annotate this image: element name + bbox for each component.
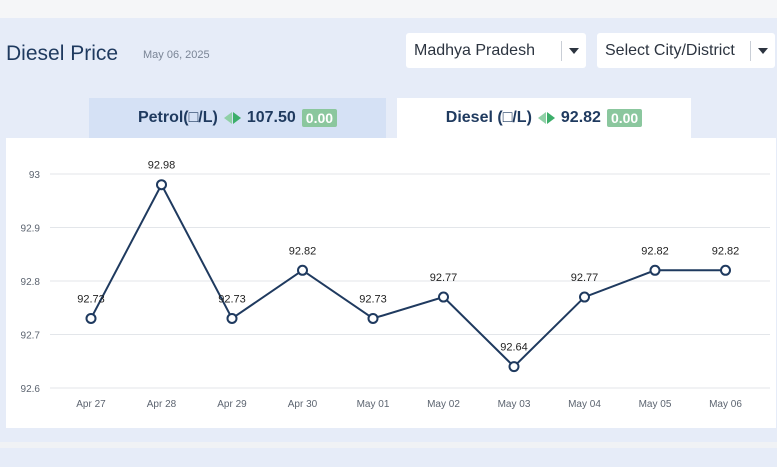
x-tick-label: Apr 29 xyxy=(217,399,247,410)
y-tick-label: 92.6 xyxy=(21,384,41,395)
data-point xyxy=(508,361,520,373)
tab-diesel[interactable]: Diesel (□/L) 92.82 0.00 xyxy=(397,98,691,138)
data-label: 92.82 xyxy=(641,245,669,257)
x-tick-label: Apr 30 xyxy=(288,399,318,410)
top-strip xyxy=(0,0,777,18)
x-tick-label: May 02 xyxy=(427,399,460,410)
data-point xyxy=(438,291,449,303)
x-tick-label: May 05 xyxy=(639,399,672,410)
data-label: 92.73 xyxy=(218,293,246,305)
y-tick-label: 92.7 xyxy=(21,331,41,342)
data-label: 92.64 xyxy=(500,342,528,354)
city-select-value: Select City/District xyxy=(605,41,735,59)
dropdown-separator xyxy=(750,40,751,61)
petrol-change-badge: 0.00 xyxy=(301,109,338,127)
data-label: 92.73 xyxy=(359,293,387,305)
dropdown-separator xyxy=(561,40,562,61)
x-tick-label: May 06 xyxy=(709,399,742,410)
series-line xyxy=(90,182,726,369)
tab-petrol-label: Petrol(□/L) xyxy=(137,109,218,126)
data-point xyxy=(367,312,379,324)
data-label: 92.82 xyxy=(289,245,317,257)
y-tick-label: 92.9 xyxy=(21,224,41,235)
bottom-strip xyxy=(0,448,777,467)
chevron-down-icon[interactable] xyxy=(562,47,586,54)
page-title: Diesel Price xyxy=(6,42,119,65)
data-point xyxy=(297,264,308,276)
data-point xyxy=(720,264,731,276)
price-date: May 06, 2025 xyxy=(143,49,210,61)
diesel-change-badge: 0.00 xyxy=(606,109,643,127)
y-tick-label: 92.8 xyxy=(21,277,41,288)
price-chart: 92.6 92.7 92.8 92.9 93 Apr 27 Apr 28 Apr 29 Apr… xyxy=(6,138,776,428)
x-tick-label: May 04 xyxy=(568,399,601,410)
data-label: 92.82 xyxy=(712,245,740,257)
diesel-price: 92.82 xyxy=(560,109,601,126)
tab-petrol[interactable]: Petrol(□/L) 107.50 0.00 xyxy=(89,98,386,138)
data-label: 92.77 xyxy=(571,272,599,284)
x-tick-label: Apr 27 xyxy=(76,399,106,410)
x-tick-label: May 03 xyxy=(498,399,531,410)
price-change-arrows-icon xyxy=(537,112,555,124)
data-point xyxy=(649,264,661,276)
city-select[interactable]: Select City/District xyxy=(597,33,775,68)
x-tick-label: May 01 xyxy=(357,399,390,410)
data-label: 92.73 xyxy=(77,293,105,305)
price-change-arrows-icon xyxy=(223,112,241,124)
data-label: 92.98 xyxy=(148,160,176,172)
x-tick-label: Apr 28 xyxy=(147,399,177,410)
y-tick-label: 93 xyxy=(29,170,41,181)
data-point xyxy=(226,312,238,324)
data-point xyxy=(156,179,167,191)
data-point xyxy=(579,291,590,303)
state-select-value: Madhya Pradesh xyxy=(414,41,535,59)
data-label: 92.77 xyxy=(430,272,458,284)
petrol-price: 107.50 xyxy=(246,109,296,126)
chevron-down-icon[interactable] xyxy=(751,47,775,54)
state-select[interactable]: Madhya Pradesh xyxy=(406,33,586,68)
price-line-chart: 92.6 92.7 92.8 92.9 93 Apr 27 Apr 28 Apr 29 Apr… xyxy=(21,160,770,410)
data-point xyxy=(85,312,97,324)
tab-diesel-label: Diesel (□/L) xyxy=(445,109,532,126)
